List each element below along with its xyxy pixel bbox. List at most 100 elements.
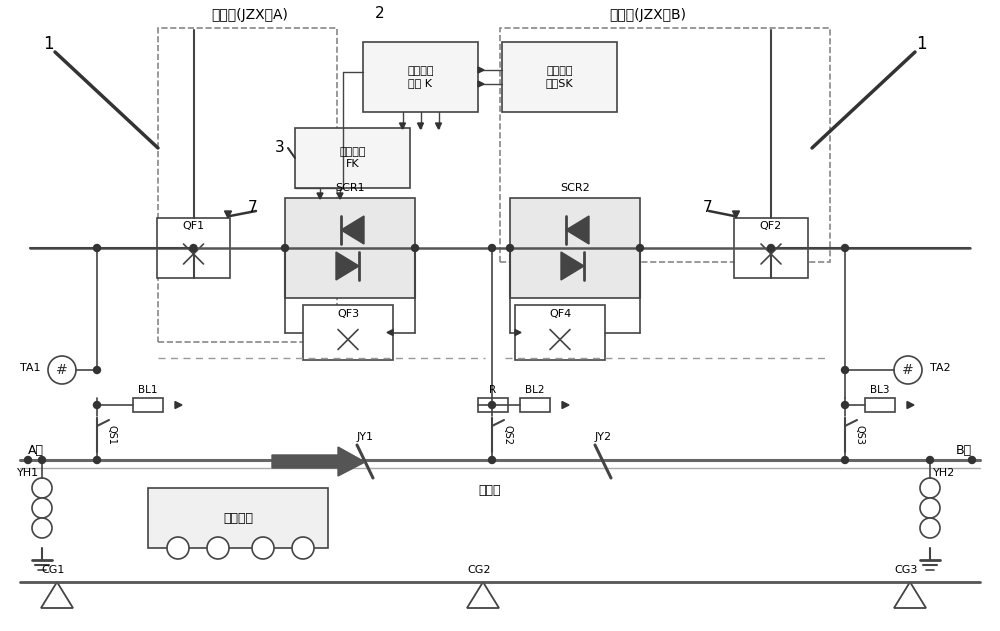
Bar	[285, 198, 415, 298]
Text: CG2: CG2	[467, 565, 490, 575]
Circle shape	[920, 498, 940, 518]
Text: QF2: QF2	[760, 221, 782, 231]
Bar	[148, 488, 328, 548]
Polygon shape	[418, 123, 424, 129]
Text: YH2: YH2	[933, 468, 955, 478]
Text: CG3: CG3	[894, 565, 917, 575]
Circle shape	[637, 244, 644, 252]
Bar	[734, 218, 808, 278]
Circle shape	[32, 518, 52, 538]
Text: QS3: QS3	[855, 425, 865, 445]
Text: SCR2: SCR2	[560, 183, 590, 193]
Circle shape	[920, 518, 940, 538]
Polygon shape	[907, 401, 914, 408]
Text: CG1: CG1	[41, 565, 64, 575]
Circle shape	[926, 456, 934, 464]
Circle shape	[190, 244, 197, 252]
Text: QS2: QS2	[502, 425, 512, 445]
Polygon shape	[478, 67, 484, 73]
Text: 1: 1	[43, 35, 54, 53]
Text: BL1: BL1	[138, 385, 158, 395]
Circle shape	[488, 244, 496, 252]
Text: BL3: BL3	[870, 385, 890, 395]
Text: TA1: TA1	[20, 363, 40, 373]
Circle shape	[842, 367, 848, 374]
Bar	[502, 42, 617, 112]
Circle shape	[488, 456, 496, 464]
Polygon shape	[224, 211, 232, 218]
Text: #: #	[56, 363, 68, 377]
Circle shape	[768, 244, 774, 252]
Circle shape	[968, 456, 976, 464]
Circle shape	[842, 456, 848, 464]
Polygon shape	[272, 447, 365, 476]
Bar	[158, 28, 337, 342]
Polygon shape	[317, 193, 323, 199]
Circle shape	[94, 367, 100, 374]
Text: SCR1: SCR1	[335, 183, 365, 193]
Circle shape	[207, 537, 229, 559]
Circle shape	[94, 244, 100, 252]
Circle shape	[894, 356, 922, 384]
Polygon shape	[562, 401, 569, 408]
Circle shape	[842, 401, 848, 408]
Text: R: R	[489, 385, 497, 395]
Polygon shape	[387, 329, 393, 336]
Circle shape	[167, 537, 189, 559]
Circle shape	[94, 401, 100, 408]
Circle shape	[38, 456, 46, 464]
Text: 集装箱(JZX－B): 集装箱(JZX－B)	[610, 8, 686, 22]
Text: TA2: TA2	[930, 363, 951, 373]
Text: 1: 1	[916, 35, 927, 53]
Polygon shape	[515, 329, 521, 336]
Bar	[515, 305, 605, 360]
Polygon shape	[336, 252, 359, 280]
Circle shape	[412, 244, 418, 252]
Text: QS1: QS1	[107, 425, 117, 445]
Text: 逻辑控制
系统 K: 逻辑控制 系统 K	[407, 66, 434, 88]
Circle shape	[32, 498, 52, 518]
Text: 阀控制柜
FK: 阀控制柜 FK	[339, 147, 366, 169]
Text: 7: 7	[702, 201, 712, 216]
Bar	[865, 398, 895, 412]
Circle shape	[292, 537, 314, 559]
Text: B相: B相	[956, 444, 972, 456]
Polygon shape	[400, 123, 406, 129]
Circle shape	[24, 456, 32, 464]
Circle shape	[488, 401, 496, 408]
Bar	[295, 128, 410, 188]
Polygon shape	[341, 216, 364, 244]
Circle shape	[252, 537, 274, 559]
Text: QF3: QF3	[337, 309, 359, 319]
Polygon shape	[732, 211, 740, 218]
Text: BL2: BL2	[525, 385, 545, 395]
Text: 3: 3	[275, 141, 285, 155]
Polygon shape	[175, 401, 182, 408]
Circle shape	[32, 478, 52, 498]
Text: 机车负载: 机车负载	[223, 512, 253, 524]
Bar	[133, 398, 163, 412]
Text: QF1: QF1	[182, 221, 205, 231]
Polygon shape	[478, 81, 484, 87]
Text: A相: A相	[28, 444, 44, 456]
Text: 列车识别
系统SK: 列车识别 系统SK	[546, 66, 573, 88]
Circle shape	[920, 478, 940, 498]
Bar	[157, 218, 230, 278]
Bar	[520, 398, 550, 412]
Circle shape	[48, 356, 76, 384]
Circle shape	[842, 244, 848, 252]
Text: 中性区: 中性区	[479, 483, 501, 497]
Text: JY1: JY1	[356, 432, 374, 442]
Polygon shape	[436, 123, 442, 129]
Bar	[478, 398, 508, 412]
Text: #: #	[902, 363, 914, 377]
Text: 7: 7	[248, 201, 258, 216]
Text: 2: 2	[375, 6, 385, 21]
Bar	[363, 42, 478, 112]
Polygon shape	[566, 216, 589, 244]
Polygon shape	[337, 193, 343, 199]
Circle shape	[282, 244, 288, 252]
Text: 集装箱(JZX－A): 集装箱(JZX－A)	[212, 8, 288, 22]
Bar	[510, 198, 640, 298]
Text: YH1: YH1	[17, 468, 39, 478]
